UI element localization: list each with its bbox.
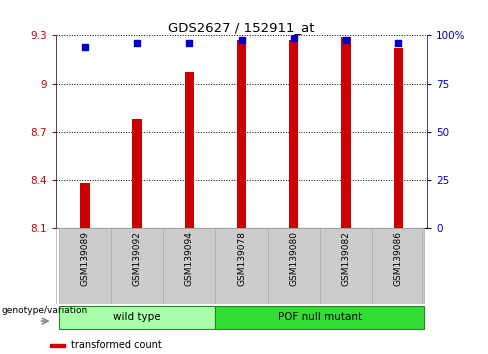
- Point: [394, 40, 402, 45]
- Text: GSM139080: GSM139080: [289, 232, 298, 286]
- Bar: [393, 48, 403, 228]
- Text: GSM139089: GSM139089: [81, 232, 89, 286]
- Bar: [184, 72, 194, 228]
- Bar: [215, 228, 268, 304]
- Text: wild type: wild type: [113, 312, 161, 322]
- Point: [185, 41, 193, 46]
- Bar: [289, 40, 299, 228]
- Text: genotype/variation: genotype/variation: [1, 306, 87, 314]
- Text: POF null mutant: POF null mutant: [278, 312, 362, 322]
- Bar: [163, 228, 215, 304]
- Point: [133, 41, 141, 46]
- Bar: [59, 306, 215, 329]
- Bar: [215, 306, 425, 329]
- Point: [342, 38, 350, 43]
- Title: GDS2627 / 152911_at: GDS2627 / 152911_at: [168, 21, 315, 34]
- Text: transformed count: transformed count: [71, 340, 162, 350]
- Text: GSM139092: GSM139092: [133, 232, 142, 286]
- Bar: [59, 228, 111, 304]
- Bar: [237, 40, 246, 228]
- Point: [238, 38, 245, 43]
- Point: [290, 35, 298, 41]
- Text: GSM139086: GSM139086: [394, 232, 403, 286]
- Text: GSM139094: GSM139094: [185, 232, 194, 286]
- Bar: [132, 119, 142, 228]
- Point: [81, 44, 89, 50]
- Text: GSM139078: GSM139078: [237, 232, 246, 286]
- Bar: [372, 228, 425, 304]
- Bar: [111, 228, 163, 304]
- Bar: [341, 37, 351, 228]
- Bar: [80, 183, 90, 228]
- Bar: [320, 228, 372, 304]
- Bar: [50, 344, 65, 347]
- Text: GSM139082: GSM139082: [342, 232, 350, 286]
- Bar: [268, 228, 320, 304]
